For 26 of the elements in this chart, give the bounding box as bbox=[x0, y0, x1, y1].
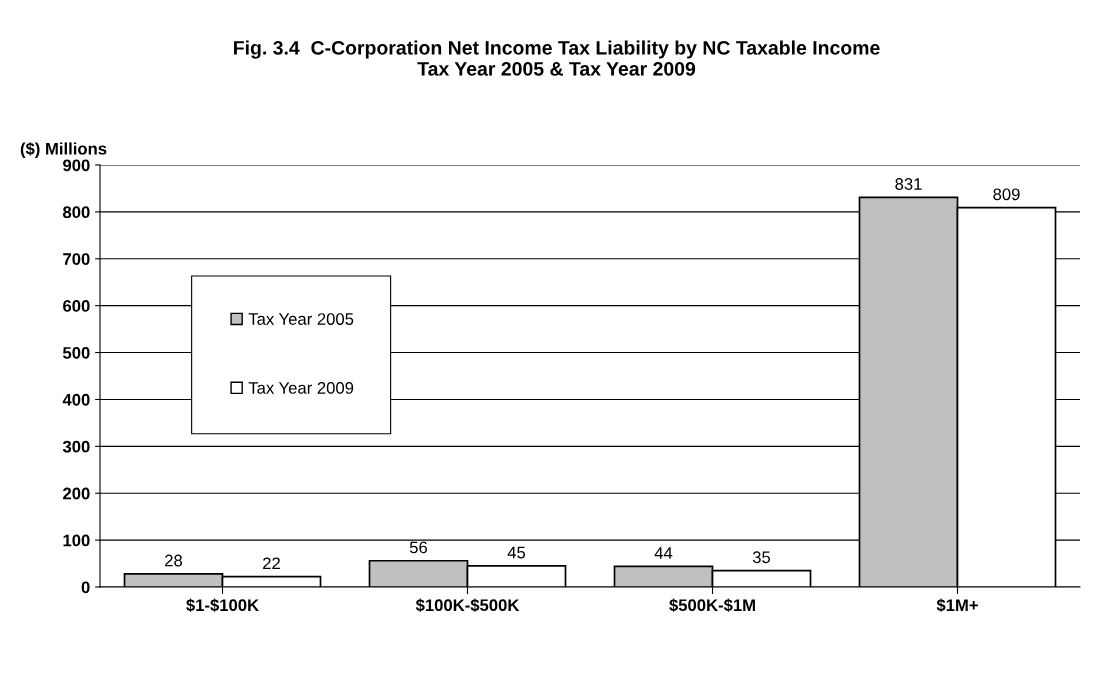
data-label: 35 bbox=[752, 551, 771, 564]
legend-label: Tax Year 2009 bbox=[248, 382, 354, 394]
y-tick-label: 0 bbox=[81, 581, 90, 594]
data-label: 56 bbox=[409, 541, 428, 554]
y-tick-label: 500 bbox=[62, 346, 90, 359]
y-tick-label: 400 bbox=[62, 393, 90, 406]
data-label: 45 bbox=[507, 546, 526, 559]
x-tick-label: $1M+ bbox=[936, 598, 978, 613]
y-axis-title: ($) Millions bbox=[20, 142, 107, 158]
x-tick-label: $500K-$1M bbox=[669, 598, 755, 613]
y-tick-label: 900 bbox=[63, 159, 90, 172]
y-tick-label: 600 bbox=[63, 300, 90, 312]
data-label: 44 bbox=[654, 547, 673, 559]
data-label: 22 bbox=[263, 557, 280, 570]
data-label: 831 bbox=[895, 178, 922, 190]
chart-title: Fig. 3.4 C-Corporation Net Income Tax Liability by NC Taxable Income Tax Year 2005 & Tax Year 2009 bbox=[234, 40, 880, 76]
y-tick-label: 700 bbox=[63, 253, 90, 265]
x-tick-label: $1-$100K bbox=[186, 598, 259, 613]
y-tick-label: 300 bbox=[62, 440, 90, 453]
x-tick-label: $100K-$500K bbox=[415, 598, 520, 613]
y-tick-label: 200 bbox=[63, 487, 90, 500]
y-tick-label: 100 bbox=[63, 534, 90, 547]
legend-label: Tax Year 2005 bbox=[248, 313, 354, 325]
data-label: 28 bbox=[165, 554, 183, 567]
y-tick-label: 800 bbox=[63, 206, 90, 219]
data-label: 809 bbox=[993, 188, 1020, 201]
